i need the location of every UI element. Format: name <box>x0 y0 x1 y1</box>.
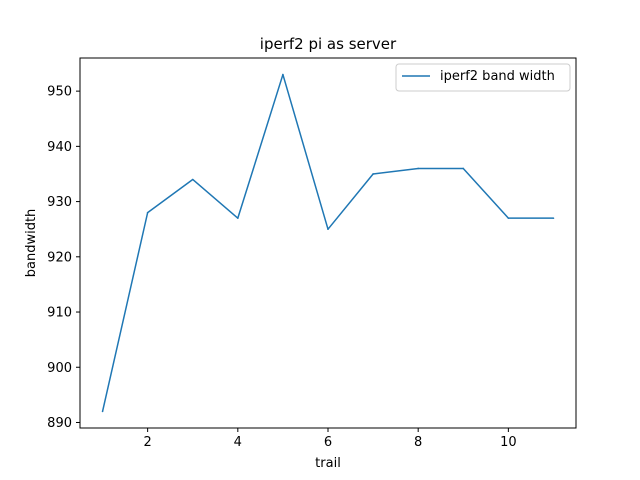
y-tick-label: 940 <box>47 140 72 155</box>
chart-title: iperf2 pi as server <box>260 35 397 53</box>
y-axis: 890 900 910 920 930 940 950 <box>47 85 80 431</box>
y-tick-label: 920 <box>47 250 72 265</box>
data-point <box>507 217 510 219</box>
x-tick-label: 6 <box>324 435 332 450</box>
y-axis-label: bandwidth <box>24 209 39 278</box>
y-tick-label: 950 <box>47 85 72 100</box>
y-tick-label: 890 <box>47 416 72 431</box>
legend-box <box>395 63 571 92</box>
data-point <box>417 167 419 170</box>
x-axis: 2 4 6 8 10 <box>143 428 517 450</box>
data-point <box>462 167 465 170</box>
x-tick-label: 8 <box>414 435 422 450</box>
data-point <box>552 217 555 219</box>
legend-label: iperf2 band width <box>440 69 555 84</box>
plot-area-frame <box>79 57 577 429</box>
legend: iperf2 band width <box>395 63 571 92</box>
data-point <box>327 228 329 230</box>
y-tick-label: 900 <box>47 361 72 376</box>
series-layer <box>101 73 555 413</box>
data-point <box>282 73 284 76</box>
data-point <box>237 217 239 219</box>
data-point <box>372 173 374 175</box>
data-point <box>191 178 194 181</box>
x-axis-label: trail <box>315 456 341 471</box>
x-tick-label: 4 <box>234 435 242 450</box>
data-point <box>101 410 104 413</box>
y-tick-label: 910 <box>47 306 72 321</box>
x-tick-label: 2 <box>143 435 151 450</box>
x-tick-label: 10 <box>500 435 517 450</box>
y-tick-label: 930 <box>47 195 72 210</box>
series-line <box>101 73 554 412</box>
data-point <box>146 211 149 214</box>
